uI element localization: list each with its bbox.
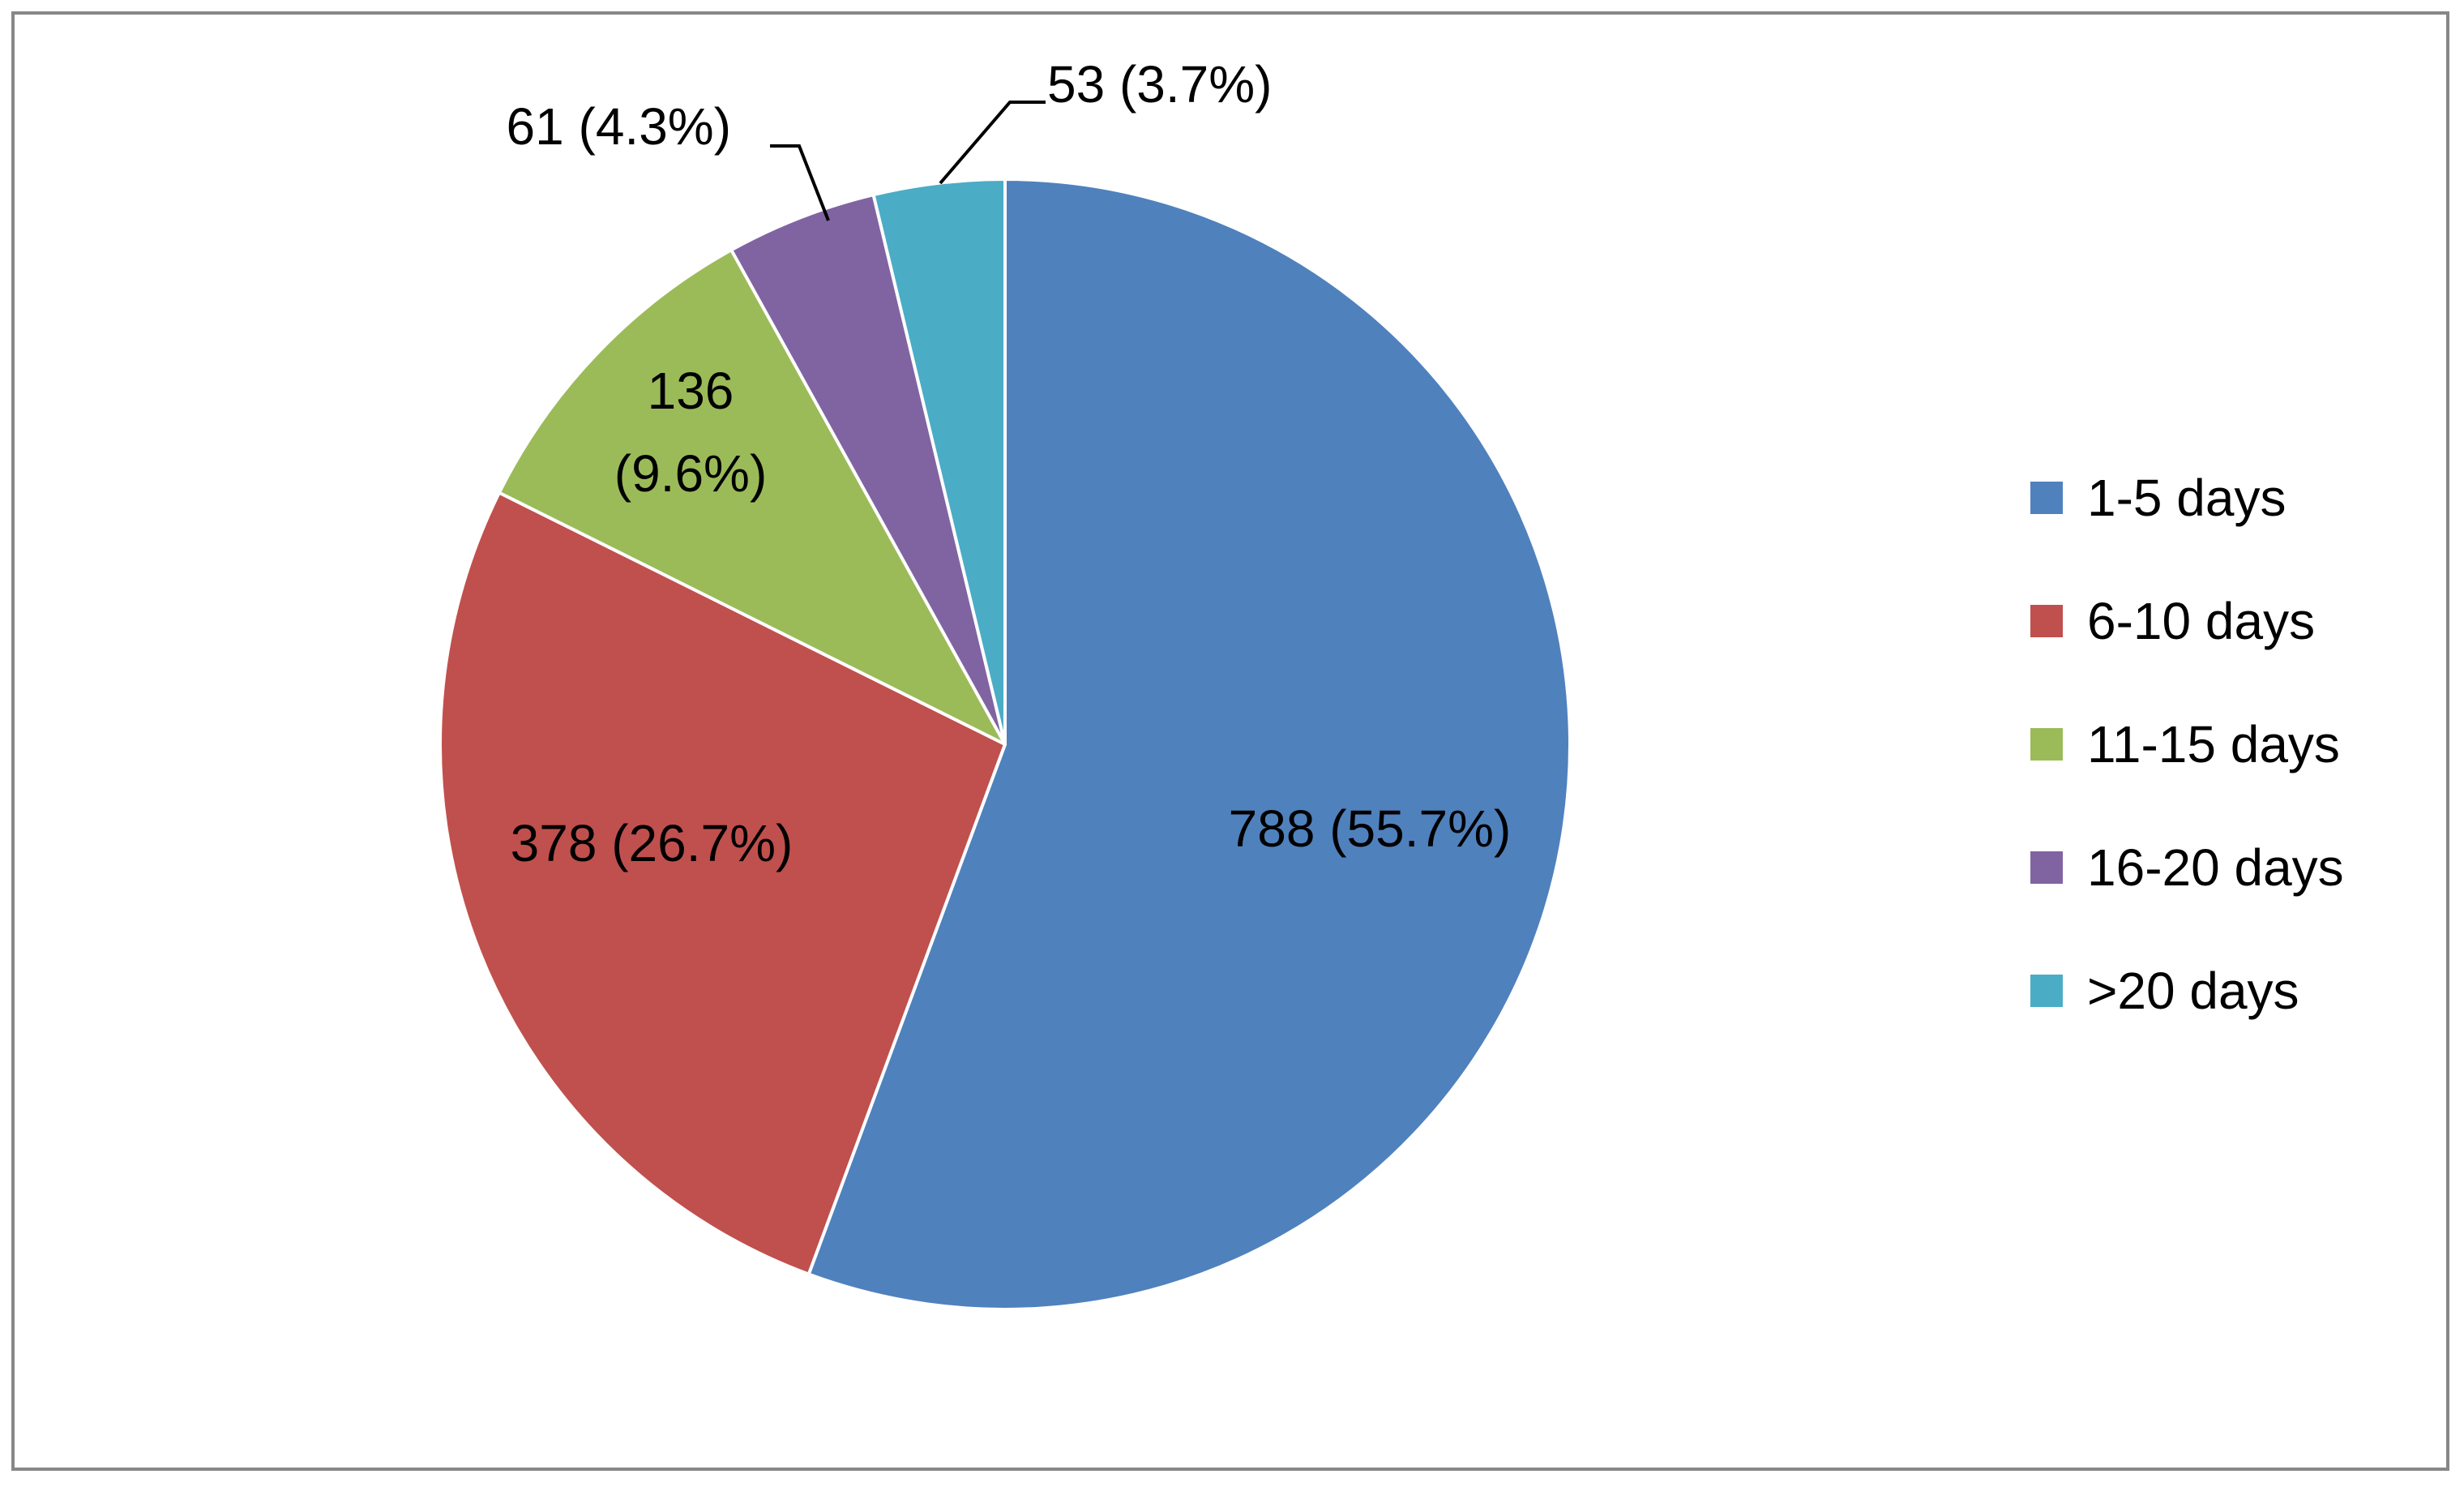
legend-swatch-1-5-days xyxy=(2030,482,2063,514)
legend-swatch-11-15-days xyxy=(2030,728,2063,761)
leader-line-over-20-days xyxy=(939,101,1046,185)
legend-swatch-16-20-days xyxy=(2030,851,2063,884)
data-label-6-10-days: 378 (26.7%) xyxy=(511,814,794,872)
data-label-16-20-days: 61 (4.3%) xyxy=(507,97,731,156)
legend-swatch-6-10-days xyxy=(2030,605,2063,637)
pie-slice-11-15-days xyxy=(497,248,1007,746)
data-label-over-20-days: 53 (3.7%) xyxy=(1047,55,1272,114)
leader-line-16-20-days xyxy=(770,144,830,221)
data-label-1-5-days: 788 (55.7%) xyxy=(1229,799,1512,858)
pie-slices xyxy=(438,178,1572,1311)
legend-label-1-5-days: 1-5 days xyxy=(2087,469,2286,527)
data-label-11-15-days: 136 (9.6%) xyxy=(614,362,768,503)
legend-label-11-15-days: 11-15 days xyxy=(2087,715,2340,773)
pie-slice-16-20-days xyxy=(729,193,1007,746)
legend-label-16-20-days: 16-20 days xyxy=(2087,838,2344,897)
legend-label-6-10-days: 6-10 days xyxy=(2087,592,2315,650)
legend-label-over-20-days: >20 days xyxy=(2087,962,2299,1020)
legend-swatch-over-20-days xyxy=(2030,975,2063,1007)
legend: 1-5 days 6-10 days 11-15 days 16-20 days >20… xyxy=(2030,469,2344,1020)
pie-slice-1-5-days xyxy=(806,178,1572,1311)
data-labels: 788 (55.7%) 378 (26.7%) 136 (9.6%) 61 (4.3%)… xyxy=(507,55,1512,872)
pie-slice-over-20-days xyxy=(871,178,1007,746)
leader-lines xyxy=(770,101,1046,221)
pie-slice-6-10-days xyxy=(438,491,1007,1276)
